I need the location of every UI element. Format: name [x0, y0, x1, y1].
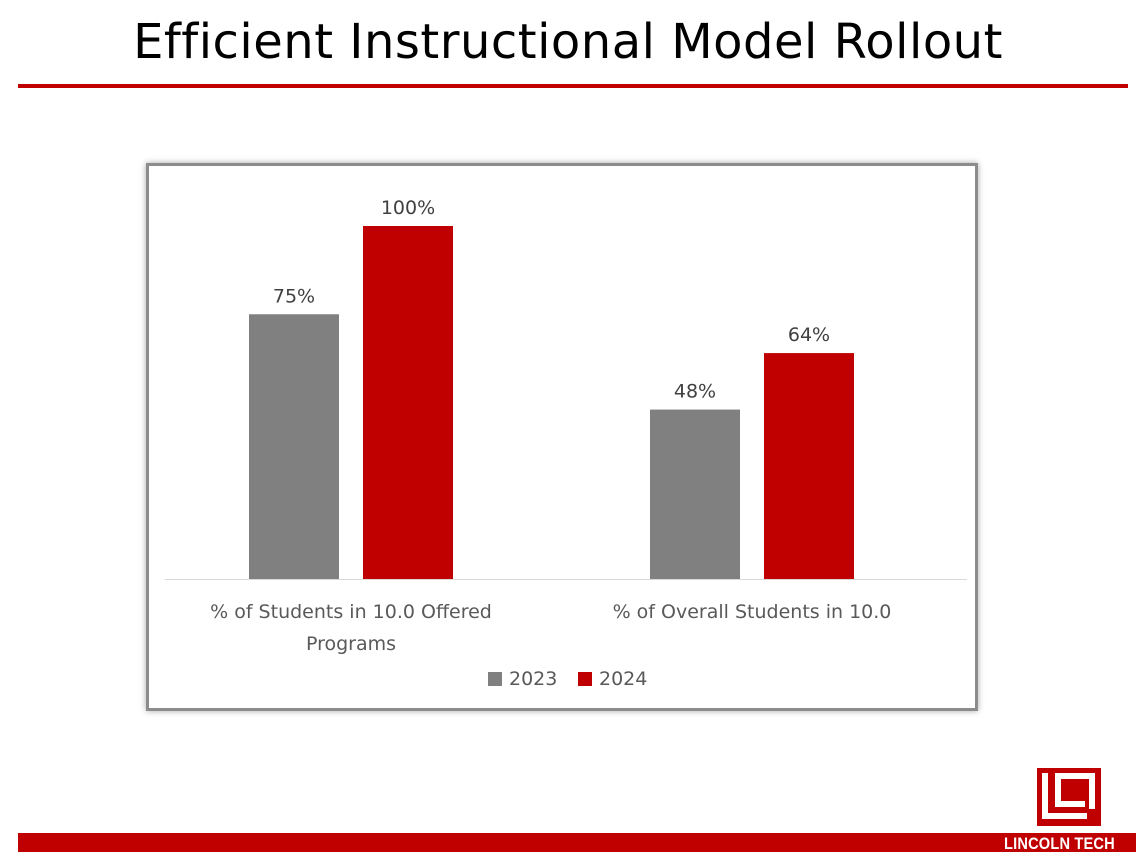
- category-label-1-line1: % of Students in 10.0 Offered: [210, 601, 492, 623]
- data-label-2024-cat2: 64%: [788, 324, 830, 346]
- slide-title: Efficient Instructional Model Rollout: [133, 14, 1003, 70]
- legend-swatch-2023: [488, 672, 502, 686]
- bar-2024-cat1: [363, 226, 453, 579]
- bar-2023-cat2: [650, 409, 740, 579]
- legend-label-2023: 2023: [509, 668, 557, 690]
- bar-chart: 75% 100% % of Students in 10.0 Offered Prog…: [165, 197, 967, 690]
- data-label-2023-cat1: 75%: [273, 285, 315, 307]
- bar-2024-cat2: [764, 353, 854, 579]
- legend-swatch-2024: [578, 672, 592, 686]
- category-label-1-line2: Programs: [306, 633, 396, 655]
- data-label-2023-cat2: 48%: [674, 381, 716, 403]
- lincoln-tech-logo: [1000, 766, 1136, 856]
- legend-label-2024: 2024: [599, 668, 647, 690]
- title-rule: [18, 84, 1128, 88]
- chart-frame: 75% 100% % of Students in 10.0 Offered Prog…: [146, 163, 978, 711]
- footer-bar: [18, 833, 1136, 852]
- logo-mark-icon: [1037, 768, 1101, 826]
- logo-text: LINCOLN TECH: [1004, 834, 1115, 853]
- category-label-2-line1: % of Overall Students in 10.0: [613, 601, 892, 623]
- data-label-2024-cat1: 100%: [381, 197, 435, 219]
- bar-2023-cat1: [249, 314, 339, 579]
